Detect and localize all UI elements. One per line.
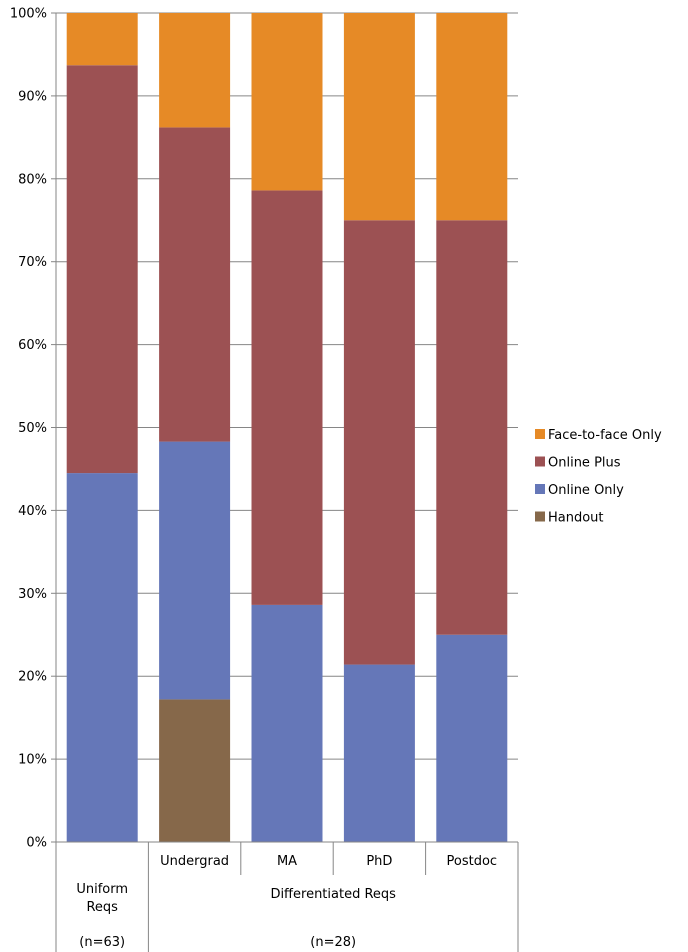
bar-segment-face-to-face-only [343, 13, 415, 221]
bar-segment-online-plus [436, 220, 508, 635]
legend-swatch [535, 429, 545, 439]
bar-segment-online-only [159, 441, 231, 700]
x-category-label: MA [277, 854, 297, 869]
bar-segment-online-only [343, 664, 415, 842]
legend: Face-to-face Only Online Plus Online Only H… [535, 428, 662, 526]
legend-label: Online Only [548, 483, 624, 498]
x-category-labels: Undergrad MA PhD Postdoc Uniform Reqs (n=63) Di… [76, 854, 497, 950]
y-tick-label: 10% [18, 753, 47, 768]
bar-segment-face-to-face-only [436, 13, 508, 221]
bar-segment-handout [159, 699, 231, 842]
bars [66, 13, 508, 842]
y-tick-label: 40% [18, 504, 47, 519]
bar-segment-face-to-face-only [251, 13, 323, 191]
y-tick-label: 70% [18, 255, 47, 270]
x-group-count: (n=28) [310, 935, 356, 950]
y-tick-label: 60% [18, 338, 47, 353]
x-group-label: Differentiated Reqs [270, 887, 396, 902]
bar-segment-online-plus [343, 220, 415, 665]
x-category-label: PhD [366, 854, 392, 869]
legend-swatch [535, 511, 545, 522]
legend-swatch [535, 484, 545, 494]
legend-label: Face-to-face Only [548, 428, 662, 443]
legend-swatch [535, 456, 545, 467]
bar-segment-online-plus [66, 65, 138, 474]
bar-segment-online-only [66, 473, 138, 842]
y-tick-label: 80% [18, 172, 47, 187]
y-tick-label: 90% [18, 89, 47, 104]
axes [51, 12, 519, 952]
x-category-label: Postdoc [447, 854, 498, 869]
y-tick-label: 20% [18, 670, 47, 685]
legend-label: Handout [548, 511, 604, 526]
y-tick-label: 100% [10, 7, 47, 22]
bar-segment-face-to-face-only [66, 13, 138, 66]
y-tick-label: 30% [18, 587, 47, 602]
y-tick-labels: 0% 10% 20% 30% 40% 50% 60% 70% 80% 90% 100% [10, 7, 47, 851]
bar-segment-face-to-face-only [159, 13, 231, 128]
bar-segment-online-only [251, 604, 323, 842]
bar-segment-online-plus [159, 127, 231, 442]
legend-label: Online Plus [548, 456, 621, 471]
bar-segment-online-only [436, 634, 508, 842]
x-group-label: Uniform [76, 882, 128, 897]
x-group-count: (n=63) [79, 935, 125, 950]
x-category-label: Undergrad [160, 854, 229, 869]
bar-segment-online-plus [251, 190, 323, 605]
x-group-label: Reqs [86, 900, 118, 915]
y-tick-label: 50% [18, 421, 47, 436]
y-tick-label: 0% [26, 836, 47, 851]
